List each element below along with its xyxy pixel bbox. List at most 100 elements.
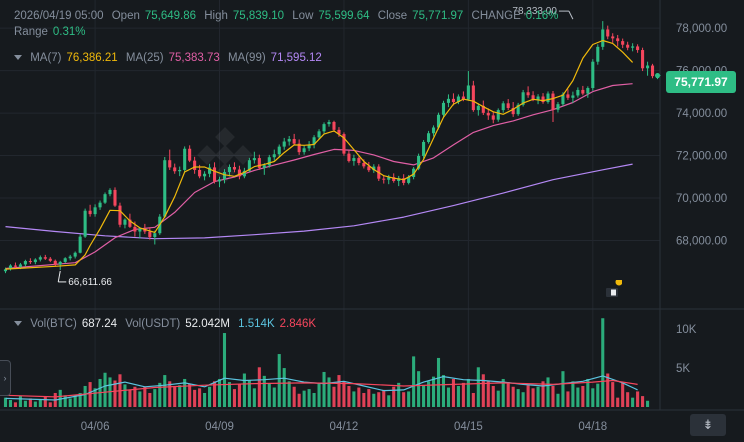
- volume-bar: [198, 388, 202, 407]
- volume-bar: [566, 391, 570, 407]
- volume-bar: [128, 389, 132, 407]
- volume-bar: [103, 372, 107, 407]
- volume-bar: [352, 391, 356, 407]
- vol-usdt-label: Vol(USDT): [125, 318, 181, 330]
- candle-body: [123, 219, 127, 225]
- candle-body: [183, 148, 187, 170]
- candle-body: [188, 148, 192, 161]
- vol-ma2-value: 2.846K: [279, 318, 317, 330]
- volume-bar: [237, 384, 241, 407]
- volume-legend: Vol(BTC) 687.24 Vol(USDT) 52.042M 1.514K 2.…: [14, 318, 321, 330]
- open-value: 75,649.86: [144, 10, 197, 22]
- candle-body: [566, 94, 570, 98]
- candle-body: [103, 194, 107, 203]
- vol-ma1-value: 1.514K: [238, 318, 275, 330]
- candle-body: [78, 236, 82, 253]
- candle-body: [367, 166, 371, 171]
- volume-bar: [397, 382, 401, 407]
- candle-body: [591, 61, 595, 89]
- volume-bar: [456, 385, 460, 407]
- volume-ma1-path: [5, 375, 638, 401]
- candle-body: [337, 129, 341, 135]
- volume-bar: [382, 389, 386, 407]
- candle-body: [88, 210, 92, 215]
- header-date: 2026/04/19 05:00: [14, 10, 104, 22]
- volume-bar: [417, 371, 421, 407]
- low-value: 75,599.64: [318, 10, 370, 22]
- close-label: Close: [377, 10, 408, 22]
- volume-bar: [163, 375, 167, 407]
- candle-body: [327, 121, 331, 125]
- candle-body: [227, 166, 232, 173]
- candle-body: [58, 261, 62, 265]
- volume-bar: [431, 376, 436, 407]
- candle-body: [292, 138, 296, 144]
- volume-bar: [481, 374, 485, 407]
- candle-body: [23, 261, 27, 265]
- volume-bar: [28, 398, 32, 407]
- range-value: 0.31%: [52, 26, 86, 38]
- volume-bar: [312, 392, 316, 407]
- volume-bar: [561, 371, 565, 407]
- candle-body: [93, 207, 97, 215]
- candle-body: [481, 105, 485, 113]
- candle-body: [222, 172, 227, 180]
- current-price-dot: [655, 72, 661, 78]
- tradingview-logo-icon[interactable]: [604, 280, 622, 298]
- candle-body: [193, 160, 197, 170]
- volume-bar: [616, 397, 620, 407]
- candle-body: [412, 168, 416, 177]
- candle-body: [611, 36, 615, 39]
- volume-bar: [13, 402, 17, 407]
- volume-bar: [636, 391, 640, 407]
- volume-bar: [287, 381, 291, 407]
- candle-body: [347, 153, 351, 162]
- volume-bar: [581, 385, 585, 407]
- volume-bar: [586, 378, 590, 407]
- price-tick-label: 78,000.00: [676, 23, 727, 35]
- volume-bar: [412, 356, 416, 407]
- volume-chevron-icon[interactable]: [14, 321, 22, 327]
- volume-bar: [242, 373, 246, 407]
- candle-body: [616, 38, 620, 42]
- candle-body: [581, 89, 585, 94]
- price-annotations: 78,333.00 66,611.66: [57, 6, 661, 288]
- candle-body: [417, 155, 421, 169]
- volume-bar: [367, 389, 371, 407]
- current-price-tag: 75,771.97: [666, 71, 736, 93]
- candle-body: [267, 157, 271, 166]
- candle-body: [307, 144, 311, 149]
- volume-bar: [58, 389, 62, 407]
- candle-body: [392, 177, 396, 182]
- high-label: High: [204, 10, 228, 22]
- volume-bar: [526, 385, 530, 407]
- scroll-to-latest-button[interactable]: ⇟: [690, 414, 726, 436]
- volume-bar: [168, 381, 172, 407]
- candle-body: [13, 265, 17, 267]
- open-label: Open: [111, 10, 140, 22]
- candle-body: [38, 257, 42, 260]
- collapse-chevron-icon[interactable]: [14, 55, 22, 61]
- candle-body: [556, 104, 560, 110]
- candle-body: [551, 93, 555, 110]
- low-marker-label: 66,611.66: [68, 277, 112, 288]
- candle-body: [262, 165, 266, 168]
- high-value: 75,839.10: [232, 10, 285, 22]
- candle-body: [3, 269, 8, 272]
- ma7-value: 76,386.21: [66, 52, 118, 64]
- volume-bar: [471, 392, 475, 407]
- volume-bar: [362, 392, 366, 407]
- candle-body: [8, 265, 13, 270]
- volume-bar: [337, 375, 341, 407]
- candle-body: [382, 178, 386, 180]
- candle-body: [98, 202, 102, 208]
- candle-body: [506, 103, 510, 108]
- volume-bar: [342, 381, 346, 407]
- volume-bar: [217, 378, 222, 407]
- expand-panel-button[interactable]: ›: [0, 360, 11, 396]
- volume-bar: [93, 388, 97, 407]
- volume-bar: [43, 396, 47, 407]
- volume-bar: [123, 384, 127, 407]
